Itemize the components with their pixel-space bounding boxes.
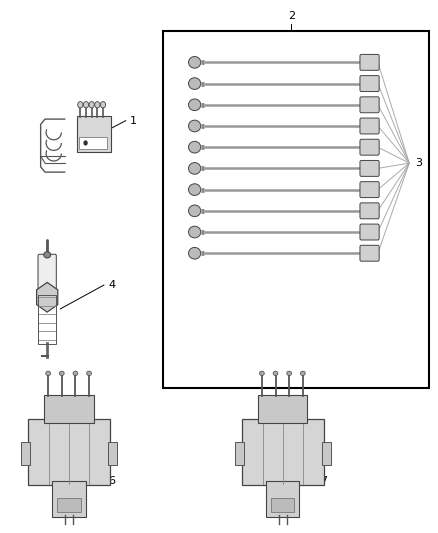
Ellipse shape <box>86 371 91 376</box>
FancyBboxPatch shape <box>359 97 378 113</box>
FancyBboxPatch shape <box>108 441 117 465</box>
Ellipse shape <box>46 371 50 376</box>
Circle shape <box>78 102 83 108</box>
Ellipse shape <box>286 371 291 376</box>
FancyBboxPatch shape <box>359 160 378 176</box>
Ellipse shape <box>300 371 304 376</box>
Text: 2: 2 <box>287 11 294 21</box>
FancyBboxPatch shape <box>359 139 378 155</box>
Circle shape <box>83 102 88 108</box>
Ellipse shape <box>188 163 200 174</box>
FancyBboxPatch shape <box>241 419 323 484</box>
FancyBboxPatch shape <box>79 136 106 149</box>
Circle shape <box>100 102 106 108</box>
FancyBboxPatch shape <box>52 481 85 517</box>
FancyBboxPatch shape <box>359 76 378 92</box>
Text: 7: 7 <box>319 477 326 486</box>
FancyBboxPatch shape <box>258 395 307 423</box>
FancyBboxPatch shape <box>359 182 378 198</box>
FancyBboxPatch shape <box>359 245 378 261</box>
FancyBboxPatch shape <box>321 441 330 465</box>
FancyBboxPatch shape <box>21 441 30 465</box>
Ellipse shape <box>188 99 200 111</box>
Ellipse shape <box>59 371 64 376</box>
FancyBboxPatch shape <box>359 54 378 70</box>
Ellipse shape <box>272 371 277 376</box>
Polygon shape <box>36 282 58 312</box>
Ellipse shape <box>44 252 50 258</box>
Ellipse shape <box>73 371 78 376</box>
FancyBboxPatch shape <box>359 118 378 134</box>
Ellipse shape <box>188 141 200 153</box>
Text: 1: 1 <box>130 116 137 126</box>
Text: 4: 4 <box>108 280 115 290</box>
Circle shape <box>95 102 100 108</box>
Ellipse shape <box>188 205 200 216</box>
Ellipse shape <box>188 247 200 259</box>
FancyBboxPatch shape <box>28 419 110 484</box>
FancyBboxPatch shape <box>359 224 378 240</box>
Ellipse shape <box>188 78 200 90</box>
FancyBboxPatch shape <box>77 116 111 152</box>
Ellipse shape <box>188 184 200 196</box>
Bar <box>162 30 428 389</box>
FancyBboxPatch shape <box>265 481 299 517</box>
FancyBboxPatch shape <box>57 498 81 512</box>
FancyBboxPatch shape <box>359 203 378 219</box>
FancyBboxPatch shape <box>38 254 56 292</box>
Circle shape <box>83 140 88 146</box>
Ellipse shape <box>259 371 264 376</box>
FancyBboxPatch shape <box>270 498 294 512</box>
Text: 6: 6 <box>108 477 115 486</box>
Ellipse shape <box>188 226 200 238</box>
FancyBboxPatch shape <box>234 441 243 465</box>
Ellipse shape <box>188 56 200 68</box>
Ellipse shape <box>188 120 200 132</box>
Text: 3: 3 <box>414 158 421 168</box>
FancyBboxPatch shape <box>44 395 93 423</box>
Circle shape <box>89 102 94 108</box>
